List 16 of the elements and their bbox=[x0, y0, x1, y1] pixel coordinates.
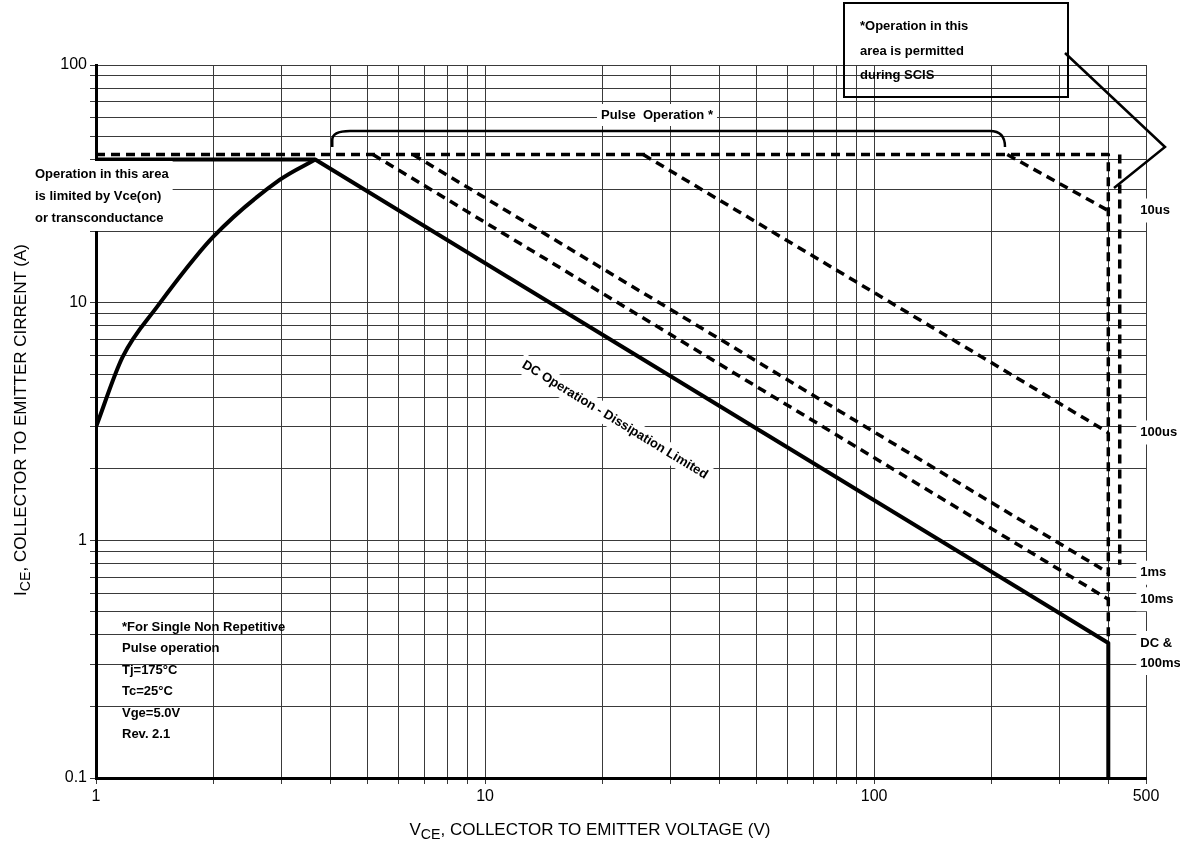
x-tick-label: 100 bbox=[860, 787, 888, 805]
text: DC & 100ms bbox=[1140, 634, 1180, 670]
y-tick-label: 10 bbox=[69, 293, 88, 311]
y-tick-label: 1 bbox=[78, 530, 88, 548]
x-tick-label: 1 bbox=[91, 787, 101, 805]
x-tick-label: 10 bbox=[476, 787, 495, 805]
y-tick-label: 0.1 bbox=[64, 768, 88, 786]
x-tick-label: 500 bbox=[1132, 787, 1160, 805]
y-tick-label: 100 bbox=[60, 55, 88, 73]
text: 100us bbox=[1140, 424, 1178, 440]
text: 10ms bbox=[1140, 590, 1174, 606]
annotation: Operation in this area is limited by Vce(on) or transconductance bbox=[35, 165, 170, 225]
text: 1ms bbox=[1140, 564, 1167, 580]
annotation: Pulse Operation * bbox=[601, 106, 714, 122]
x-axis-title: V$_{CE}$, COLLECTOR TO EMITTER VOLTAGE (V) bbox=[408, 820, 772, 843]
text: 10us bbox=[1140, 202, 1170, 218]
